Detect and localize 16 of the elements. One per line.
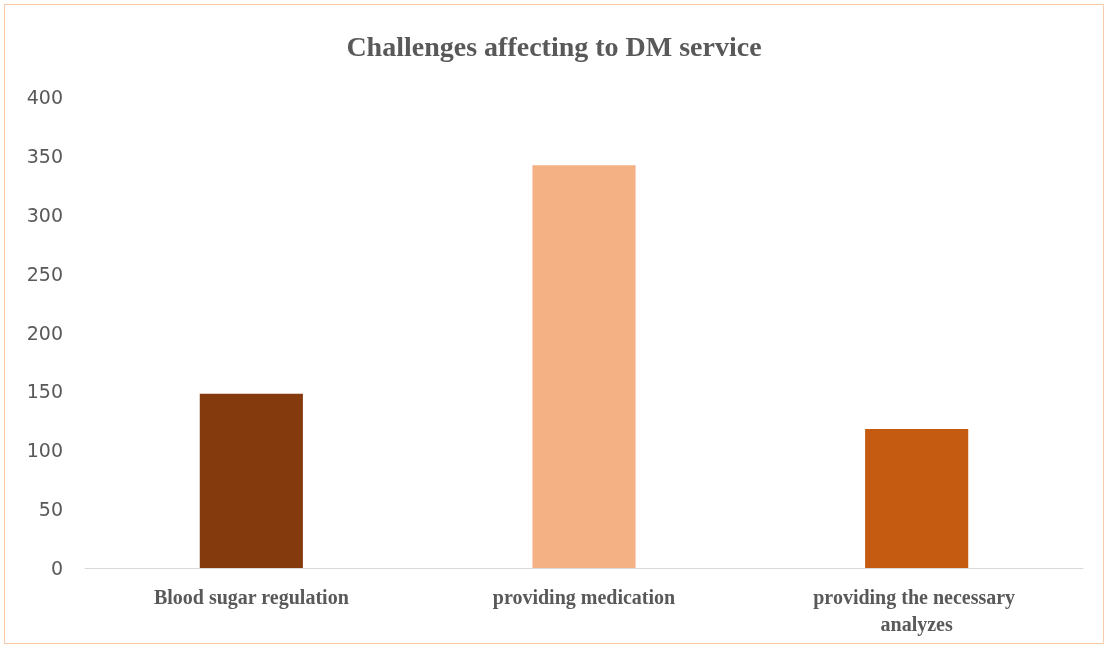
y-tick-label: 50 — [38, 498, 63, 521]
bar — [865, 429, 969, 568]
x-tick-label: providing medication — [492, 585, 676, 609]
y-tick-label: 250 — [26, 262, 63, 285]
x-tick-label: Blood sugar regulation — [153, 585, 349, 609]
y-tick-label: 400 — [26, 86, 63, 108]
chart-title: Challenges affecting to DM service — [346, 30, 762, 62]
y-tick-label: 0 — [50, 557, 63, 579]
bar — [532, 165, 636, 568]
bar — [199, 393, 303, 568]
x-tick-label: providing the necessary analyzes — [813, 585, 1021, 636]
y-tick-label: 100 — [26, 439, 63, 462]
y-tick-label: 150 — [26, 380, 63, 403]
y-tick-label: 300 — [26, 203, 63, 226]
y-tick-label: 350 — [26, 144, 63, 167]
y-tick-label: 200 — [26, 321, 63, 344]
